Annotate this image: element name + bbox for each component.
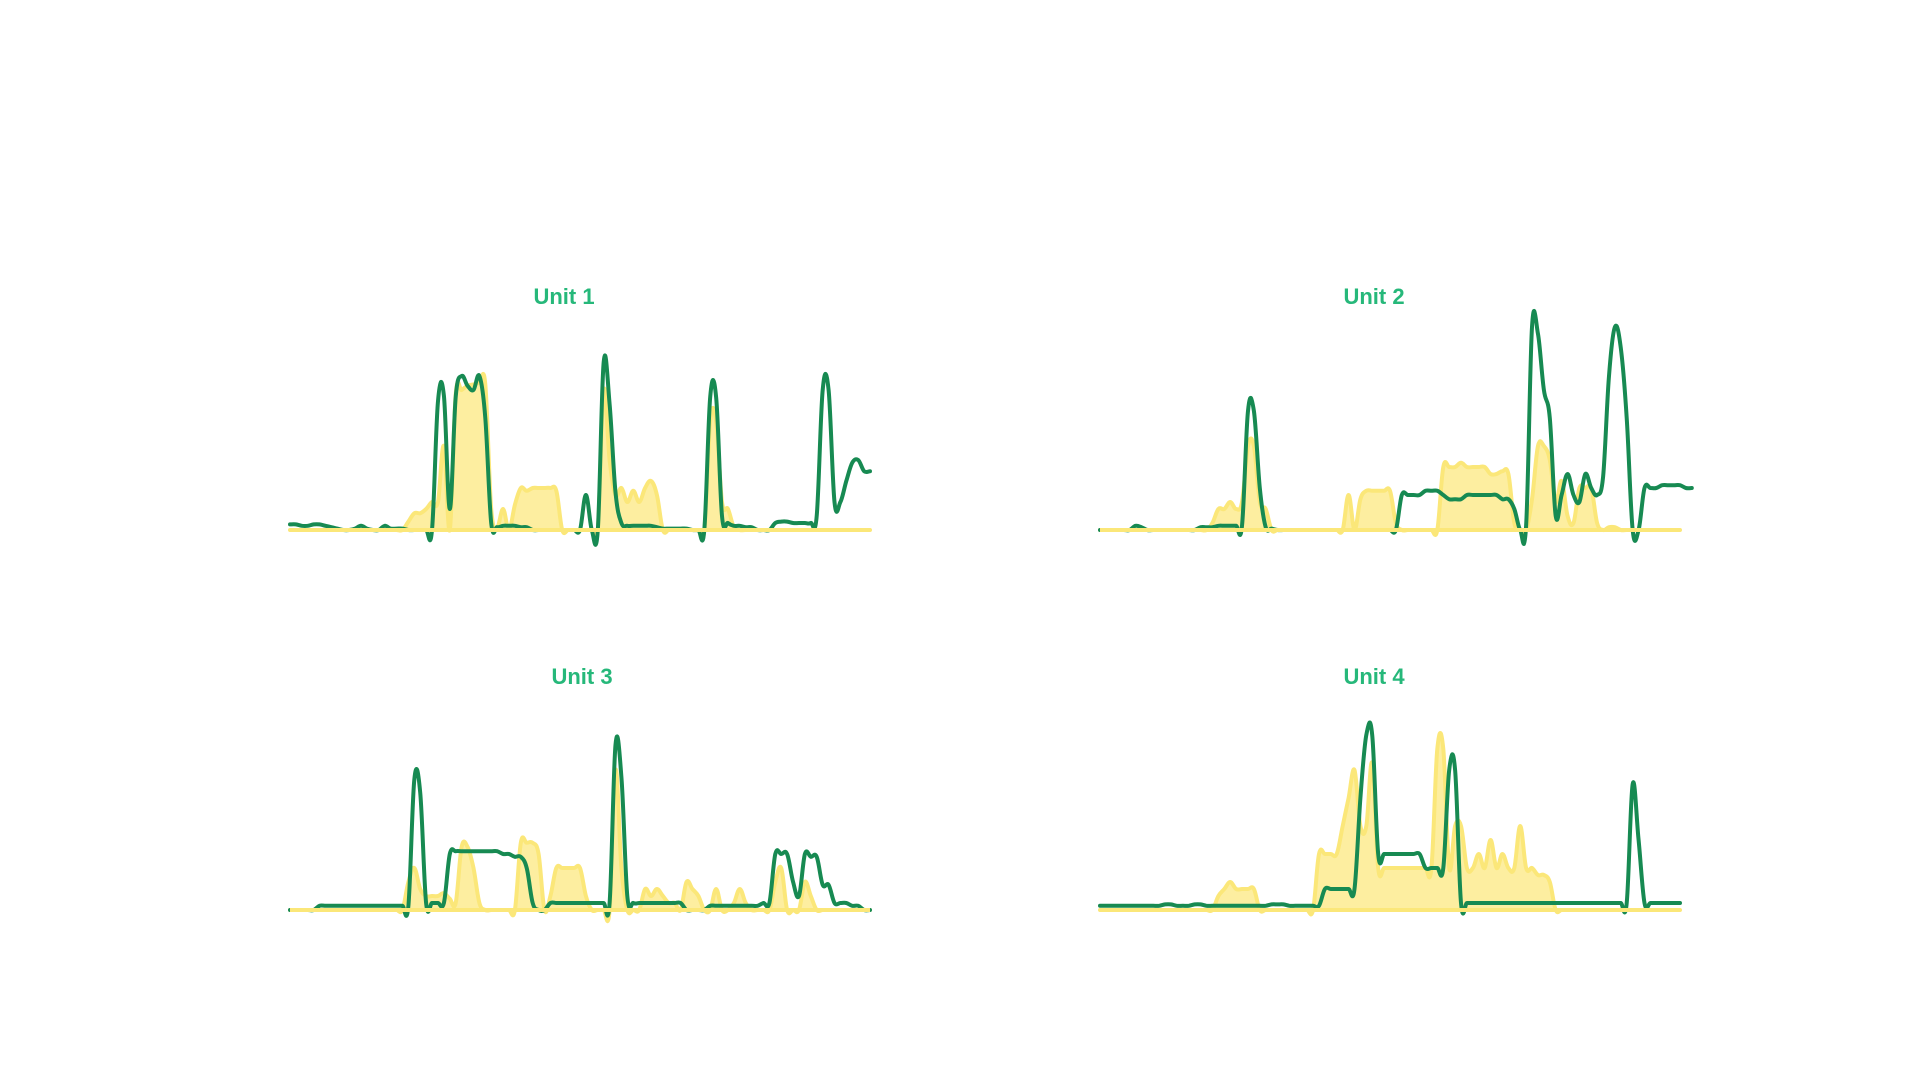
chart-panel-4: Unit 4 [1098, 664, 1682, 964]
line-series [1098, 720, 1682, 916]
chart-panel-3: Unit 3 [288, 664, 872, 964]
area-series-outline [288, 371, 872, 544]
chart-plot [1098, 720, 1682, 917]
chart-title: Unit 4 [1343, 664, 1405, 689]
area-series-fill [1100, 438, 1680, 536]
line-series [1098, 308, 1694, 546]
line-series [288, 353, 872, 547]
chart-title: Unit 2 [1343, 284, 1405, 309]
line-series [288, 734, 872, 918]
area-series-fill [290, 769, 870, 922]
chart-panel-1: Unit 1 [288, 284, 872, 584]
chart-title: Unit 3 [551, 664, 613, 689]
chart-plot [288, 734, 872, 924]
area-series-fill [290, 373, 870, 542]
chart-plot [1098, 308, 1694, 546]
chart-title: Unit 1 [533, 284, 595, 309]
area-series-fill [1100, 732, 1680, 915]
chart-panel-2: Unit 2 [1098, 284, 1694, 584]
chart-plot [288, 353, 872, 547]
